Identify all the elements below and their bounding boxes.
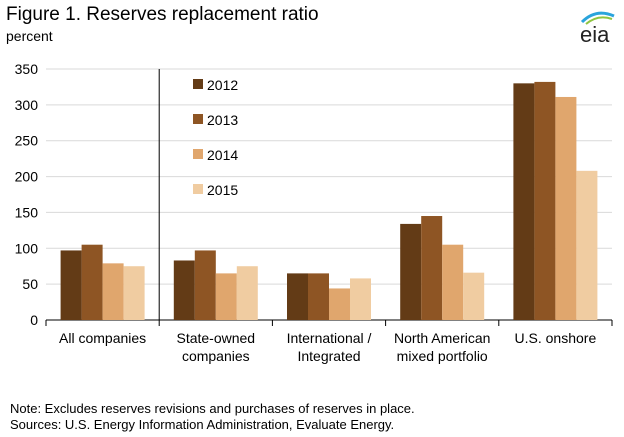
- unit-label: percent: [6, 28, 53, 44]
- y-tick-label: 150: [15, 204, 39, 220]
- legend-swatch-2013: [193, 114, 203, 124]
- bar-2012: [173, 260, 195, 320]
- logo-arc-green: [585, 16, 613, 25]
- legend-label-2014: 2014: [207, 147, 238, 163]
- note-text: Note: Excludes reserves revisions and pu…: [10, 401, 415, 416]
- x-category-label: U.S. onshore: [515, 330, 597, 346]
- bar-2014: [102, 263, 124, 320]
- bar-2013: [308, 273, 329, 320]
- bar-2014: [442, 244, 464, 320]
- sources-text: Sources: U.S. Energy Information Adminis…: [10, 417, 395, 432]
- x-category-label: mixed portfolio: [397, 348, 488, 364]
- y-tick-label: 50: [22, 276, 38, 292]
- logo-text: eia: [580, 22, 610, 46]
- x-category-label: companies: [182, 348, 250, 364]
- y-tick-label: 250: [15, 133, 39, 149]
- bar-2013: [81, 244, 103, 320]
- legend-label-2015: 2015: [207, 182, 238, 198]
- x-category-label: State-owned: [176, 330, 255, 346]
- y-tick-label: 350: [15, 61, 39, 77]
- legend-swatch-2014: [193, 149, 203, 159]
- bar-2013: [421, 216, 443, 320]
- bar-2012: [400, 223, 422, 320]
- y-tick-label: 0: [30, 312, 38, 328]
- bar-2014: [329, 288, 350, 320]
- bar-2015: [463, 272, 485, 320]
- bar-2013: [534, 81, 556, 320]
- legend-label-2013: 2013: [207, 112, 238, 128]
- bar-2012: [60, 250, 82, 320]
- x-category-label: International /: [287, 330, 372, 346]
- bar-2014: [215, 273, 237, 320]
- bar-2012: [287, 273, 308, 320]
- bar-2013: [194, 250, 216, 320]
- y-tick-label: 100: [15, 240, 39, 256]
- y-tick-label: 200: [15, 169, 39, 185]
- x-category-label: North American: [394, 330, 490, 346]
- x-category-label: Integrated: [297, 348, 360, 364]
- y-tick-label: 300: [15, 97, 39, 113]
- bar-2014: [555, 96, 577, 321]
- bar-2015: [350, 278, 371, 320]
- legend-swatch-2015: [193, 184, 203, 194]
- logo-arc-blue: [580, 11, 615, 24]
- chart-title: Figure 1. Reserves replacement ratio: [6, 4, 319, 25]
- bar-2015: [123, 266, 145, 320]
- legend-swatch-2012: [193, 79, 203, 89]
- bar-2012: [513, 83, 535, 320]
- eia-logo: eia: [580, 11, 615, 46]
- bar-2015: [236, 266, 258, 320]
- bar-2015: [576, 170, 598, 320]
- legend-label-2012: 2012: [207, 77, 238, 93]
- bar-chart: 0 50 100 150 200 250 300 350 All companies State-…: [15, 61, 613, 364]
- x-category-label: All companies: [59, 330, 146, 346]
